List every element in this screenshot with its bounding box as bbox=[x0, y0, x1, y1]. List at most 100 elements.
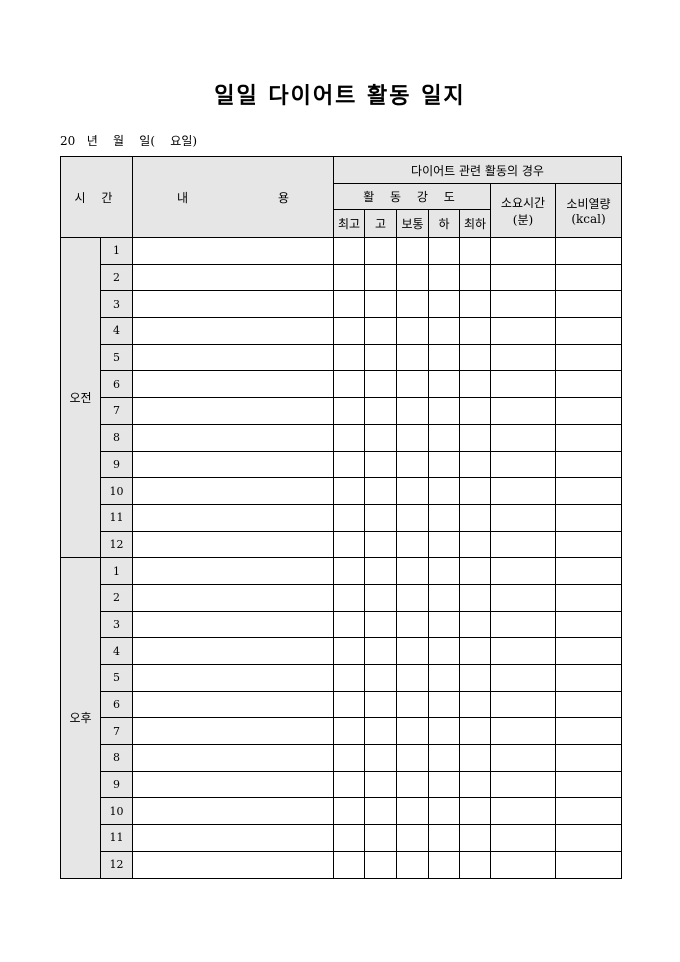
intensity-cell[interactable] bbox=[364, 343, 397, 372]
calories-cell[interactable] bbox=[555, 850, 622, 879]
intensity-cell[interactable] bbox=[459, 690, 491, 719]
duration-cell[interactable] bbox=[490, 583, 556, 612]
intensity-cell[interactable] bbox=[364, 370, 397, 399]
duration-cell[interactable] bbox=[490, 557, 556, 585]
intensity-cell[interactable] bbox=[364, 850, 397, 879]
intensity-cell[interactable] bbox=[364, 583, 397, 612]
calories-cell[interactable] bbox=[555, 744, 622, 772]
intensity-cell[interactable] bbox=[459, 343, 491, 372]
intensity-cell[interactable] bbox=[459, 824, 491, 852]
intensity-cell[interactable] bbox=[364, 744, 397, 772]
duration-cell[interactable] bbox=[490, 370, 556, 399]
intensity-cell[interactable] bbox=[428, 850, 460, 879]
calories-cell[interactable] bbox=[555, 263, 622, 292]
intensity-cell[interactable] bbox=[396, 290, 429, 319]
intensity-cell[interactable] bbox=[396, 610, 429, 639]
calories-cell[interactable] bbox=[555, 237, 622, 265]
duration-cell[interactable] bbox=[490, 263, 556, 292]
intensity-cell[interactable] bbox=[459, 237, 491, 265]
intensity-cell[interactable] bbox=[459, 317, 491, 345]
intensity-cell[interactable] bbox=[459, 717, 491, 746]
intensity-cell[interactable] bbox=[459, 290, 491, 319]
intensity-cell[interactable] bbox=[333, 770, 365, 799]
calories-cell[interactable] bbox=[555, 824, 622, 852]
intensity-cell[interactable] bbox=[396, 263, 429, 292]
calories-cell[interactable] bbox=[555, 637, 622, 665]
intensity-cell[interactable] bbox=[428, 423, 460, 452]
intensity-cell[interactable] bbox=[459, 263, 491, 292]
calories-cell[interactable] bbox=[555, 770, 622, 799]
intensity-cell[interactable] bbox=[333, 263, 365, 292]
content-cell[interactable] bbox=[132, 770, 334, 799]
content-cell[interactable] bbox=[132, 610, 334, 639]
intensity-cell[interactable] bbox=[333, 503, 365, 532]
intensity-cell[interactable] bbox=[333, 370, 365, 399]
content-cell[interactable] bbox=[132, 237, 334, 265]
intensity-cell[interactable] bbox=[396, 850, 429, 879]
duration-cell[interactable] bbox=[490, 797, 556, 826]
intensity-cell[interactable] bbox=[428, 397, 460, 425]
intensity-cell[interactable] bbox=[333, 664, 365, 692]
intensity-cell[interactable] bbox=[459, 744, 491, 772]
duration-cell[interactable] bbox=[490, 824, 556, 852]
intensity-cell[interactable] bbox=[396, 717, 429, 746]
intensity-cell[interactable] bbox=[333, 290, 365, 319]
intensity-cell[interactable] bbox=[333, 850, 365, 879]
calories-cell[interactable] bbox=[555, 583, 622, 612]
intensity-cell[interactable] bbox=[333, 450, 365, 479]
intensity-cell[interactable] bbox=[428, 263, 460, 292]
calories-cell[interactable] bbox=[555, 530, 622, 559]
duration-cell[interactable] bbox=[490, 744, 556, 772]
intensity-cell[interactable] bbox=[364, 717, 397, 746]
intensity-cell[interactable] bbox=[364, 263, 397, 292]
intensity-cell[interactable] bbox=[364, 770, 397, 799]
intensity-cell[interactable] bbox=[364, 824, 397, 852]
content-cell[interactable] bbox=[132, 824, 334, 852]
content-cell[interactable] bbox=[132, 744, 334, 772]
calories-cell[interactable] bbox=[555, 557, 622, 585]
content-cell[interactable] bbox=[132, 690, 334, 719]
intensity-cell[interactable] bbox=[396, 690, 429, 719]
content-cell[interactable] bbox=[132, 450, 334, 479]
intensity-cell[interactable] bbox=[396, 744, 429, 772]
intensity-cell[interactable] bbox=[396, 397, 429, 425]
content-cell[interactable] bbox=[132, 343, 334, 372]
content-cell[interactable] bbox=[132, 477, 334, 505]
intensity-cell[interactable] bbox=[396, 557, 429, 585]
intensity-cell[interactable] bbox=[364, 530, 397, 559]
intensity-cell[interactable] bbox=[459, 477, 491, 505]
intensity-cell[interactable] bbox=[459, 423, 491, 452]
content-cell[interactable] bbox=[132, 370, 334, 399]
intensity-cell[interactable] bbox=[428, 664, 460, 692]
intensity-cell[interactable] bbox=[428, 610, 460, 639]
intensity-cell[interactable] bbox=[364, 237, 397, 265]
calories-cell[interactable] bbox=[555, 717, 622, 746]
intensity-cell[interactable] bbox=[428, 317, 460, 345]
calories-cell[interactable] bbox=[555, 503, 622, 532]
intensity-cell[interactable] bbox=[459, 583, 491, 612]
duration-cell[interactable] bbox=[490, 450, 556, 479]
calories-cell[interactable] bbox=[555, 690, 622, 719]
content-cell[interactable] bbox=[132, 397, 334, 425]
intensity-cell[interactable] bbox=[364, 664, 397, 692]
content-cell[interactable] bbox=[132, 503, 334, 532]
content-cell[interactable] bbox=[132, 850, 334, 879]
intensity-cell[interactable] bbox=[333, 717, 365, 746]
calories-cell[interactable] bbox=[555, 610, 622, 639]
intensity-cell[interactable] bbox=[364, 397, 397, 425]
intensity-cell[interactable] bbox=[428, 824, 460, 852]
intensity-cell[interactable] bbox=[333, 343, 365, 372]
duration-cell[interactable] bbox=[490, 690, 556, 719]
calories-cell[interactable] bbox=[555, 397, 622, 425]
intensity-cell[interactable] bbox=[396, 423, 429, 452]
intensity-cell[interactable] bbox=[333, 237, 365, 265]
intensity-cell[interactable] bbox=[428, 237, 460, 265]
calories-cell[interactable] bbox=[555, 290, 622, 319]
duration-cell[interactable] bbox=[490, 664, 556, 692]
duration-cell[interactable] bbox=[490, 610, 556, 639]
calories-cell[interactable] bbox=[555, 477, 622, 505]
intensity-cell[interactable] bbox=[459, 770, 491, 799]
intensity-cell[interactable] bbox=[428, 343, 460, 372]
duration-cell[interactable] bbox=[490, 343, 556, 372]
intensity-cell[interactable] bbox=[459, 664, 491, 692]
